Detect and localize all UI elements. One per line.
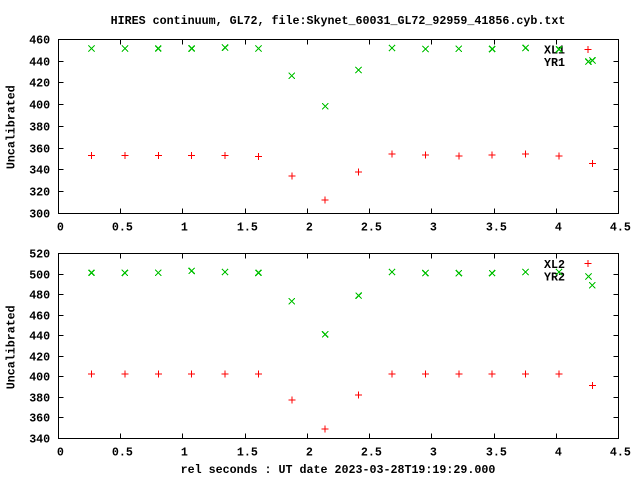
svg-text:440: 440 [29, 329, 50, 343]
svg-text:0.5: 0.5 [112, 220, 133, 234]
svg-text:4.5: 4.5 [610, 220, 631, 234]
svg-text:320: 320 [29, 185, 50, 199]
svg-text:0: 0 [57, 220, 64, 234]
svg-text:3: 3 [430, 445, 437, 459]
svg-text:3.5: 3.5 [486, 445, 507, 459]
svg-text:1.5: 1.5 [237, 220, 258, 234]
svg-text:520: 520 [29, 247, 50, 261]
svg-text:Uncalibrated: Uncalibrated [4, 305, 18, 389]
svg-text:340: 340 [29, 432, 50, 446]
svg-text:360: 360 [29, 411, 50, 425]
svg-text:1: 1 [181, 445, 188, 459]
svg-text:rel seconds : UT date 2023-03-: rel seconds : UT date 2023-03-28T19:19:2… [181, 463, 496, 477]
svg-text:XL2: XL2 [544, 258, 565, 272]
svg-text:4: 4 [555, 445, 562, 459]
svg-text:3: 3 [430, 220, 437, 234]
svg-text:400: 400 [29, 370, 50, 384]
svg-text:440: 440 [29, 55, 50, 69]
svg-text:340: 340 [29, 163, 50, 177]
svg-text:420: 420 [29, 350, 50, 364]
svg-text:4.5: 4.5 [610, 445, 631, 459]
svg-text:YR2: YR2 [544, 271, 565, 285]
svg-text:XL1: XL1 [544, 44, 565, 58]
svg-text:YR1: YR1 [544, 56, 565, 70]
svg-text:500: 500 [29, 268, 50, 282]
svg-text:0.5: 0.5 [112, 445, 133, 459]
svg-text:380: 380 [29, 391, 50, 405]
svg-text:4: 4 [555, 220, 562, 234]
svg-text:1: 1 [181, 220, 188, 234]
svg-text:400: 400 [29, 98, 50, 112]
svg-text:1.5: 1.5 [237, 445, 258, 459]
svg-text:2.5: 2.5 [361, 445, 382, 459]
svg-text:300: 300 [29, 207, 50, 221]
svg-text:HIRES continuum, GL72, file:Sk: HIRES continuum, GL72, file:Skynet_60031… [111, 14, 566, 28]
svg-text:480: 480 [29, 288, 50, 302]
svg-text:360: 360 [29, 142, 50, 156]
svg-text:2.5: 2.5 [361, 220, 382, 234]
svg-text:2: 2 [306, 445, 313, 459]
svg-text:460: 460 [29, 309, 50, 323]
svg-text:420: 420 [29, 76, 50, 90]
svg-text:2: 2 [306, 220, 313, 234]
svg-text:3.5: 3.5 [486, 220, 507, 234]
svg-text:0: 0 [57, 445, 64, 459]
svg-text:460: 460 [29, 33, 50, 47]
svg-text:380: 380 [29, 120, 50, 134]
svg-text:Uncalibrated: Uncalibrated [4, 85, 18, 169]
